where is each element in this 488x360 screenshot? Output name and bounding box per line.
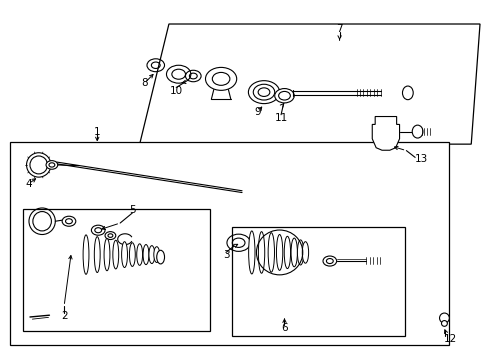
Ellipse shape — [439, 313, 448, 323]
Ellipse shape — [157, 250, 164, 264]
Circle shape — [105, 231, 116, 239]
Ellipse shape — [129, 243, 135, 266]
Circle shape — [274, 89, 294, 103]
Bar — [22, 209, 210, 330]
Text: 12: 12 — [443, 333, 456, 343]
Text: 5: 5 — [129, 206, 135, 216]
Ellipse shape — [284, 236, 290, 269]
Text: 7: 7 — [336, 24, 342, 35]
Ellipse shape — [143, 244, 149, 265]
Circle shape — [226, 234, 250, 251]
Text: 4: 4 — [25, 179, 32, 189]
Ellipse shape — [402, 86, 412, 100]
Text: 1: 1 — [94, 127, 101, 136]
Ellipse shape — [26, 153, 51, 177]
Ellipse shape — [248, 231, 254, 274]
Ellipse shape — [290, 238, 297, 267]
Text: 8: 8 — [141, 78, 147, 88]
Ellipse shape — [104, 238, 110, 271]
Circle shape — [46, 161, 58, 169]
Circle shape — [62, 216, 76, 226]
Text: 2: 2 — [61, 311, 67, 321]
Bar — [232, 226, 405, 336]
Circle shape — [323, 256, 336, 266]
Bar — [10, 142, 448, 345]
Ellipse shape — [122, 242, 127, 267]
Ellipse shape — [149, 246, 155, 264]
Ellipse shape — [94, 237, 100, 273]
Polygon shape — [140, 24, 479, 144]
Ellipse shape — [411, 125, 422, 138]
Circle shape — [248, 81, 279, 104]
Ellipse shape — [276, 234, 282, 270]
Ellipse shape — [137, 244, 142, 265]
Ellipse shape — [297, 240, 303, 265]
Ellipse shape — [83, 235, 89, 274]
Text: 11: 11 — [274, 113, 287, 123]
Ellipse shape — [441, 320, 447, 326]
Ellipse shape — [154, 247, 159, 262]
Circle shape — [91, 225, 105, 235]
Ellipse shape — [302, 242, 308, 263]
Ellipse shape — [267, 233, 274, 272]
Polygon shape — [371, 117, 399, 150]
Text: 13: 13 — [413, 154, 427, 164]
Text: 6: 6 — [281, 323, 287, 333]
Ellipse shape — [258, 231, 264, 273]
Ellipse shape — [113, 240, 119, 269]
Circle shape — [205, 67, 236, 90]
Text: 3: 3 — [222, 250, 229, 260]
Text: 9: 9 — [254, 107, 261, 117]
Ellipse shape — [29, 208, 55, 234]
Text: 10: 10 — [169, 86, 183, 96]
